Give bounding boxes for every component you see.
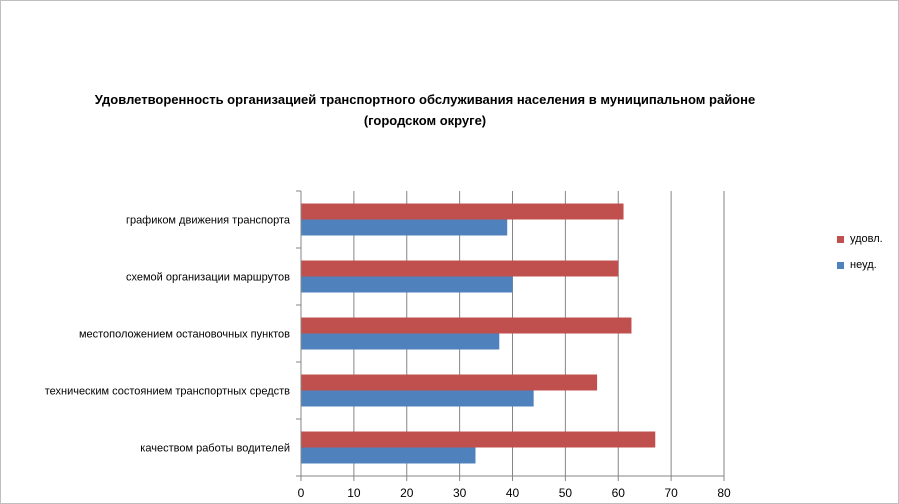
bar-neud: [301, 276, 513, 293]
bar-neud: [301, 447, 476, 464]
chart-subtitle: (городском округе): [363, 113, 487, 128]
bar-udovl: [301, 260, 619, 277]
bar-neud: [301, 219, 508, 236]
bar-udovl: [301, 317, 632, 334]
legend: удовл. неуд.: [837, 232, 883, 284]
legend-label-udovl: удовл.: [850, 233, 883, 245]
chart-title-line1: Удовлетворенность организацией транспорт…: [94, 92, 756, 107]
category-label: местоположением остановочных пунктов: [79, 329, 290, 341]
category-label: схемой организации маршрутов: [126, 272, 290, 284]
x-tick-label: 10: [347, 486, 361, 500]
x-tick-label: 30: [453, 486, 467, 500]
chart-title: Удовлетворенность организацией транспорт…: [50, 89, 800, 131]
bar-udovl: [301, 374, 598, 391]
legend-item-neud: неуд.: [837, 258, 883, 272]
category-label: качеством работы водителей: [140, 443, 290, 455]
bar-udovl: [301, 431, 656, 448]
bar-neud: [301, 390, 534, 407]
x-tick-label: 70: [664, 486, 678, 500]
legend-label-neud: неуд.: [850, 259, 877, 271]
x-tick-label: 80: [717, 486, 731, 500]
bar-neud: [301, 333, 500, 350]
category-label: графиком движения транспорта: [126, 215, 291, 227]
x-tick-label: 50: [559, 486, 573, 500]
category-label: техническим состоянием транспортных сред…: [45, 386, 290, 398]
bar-udovl: [301, 203, 624, 220]
legend-item-udovl: удовл.: [837, 232, 883, 246]
legend-swatch-neud: [837, 261, 844, 269]
x-tick-label: 60: [612, 486, 626, 500]
x-tick-label: 0: [298, 486, 305, 500]
legend-swatch-udovl: [837, 235, 844, 243]
x-tick-label: 20: [400, 486, 414, 500]
x-tick-label: 40: [506, 486, 520, 500]
